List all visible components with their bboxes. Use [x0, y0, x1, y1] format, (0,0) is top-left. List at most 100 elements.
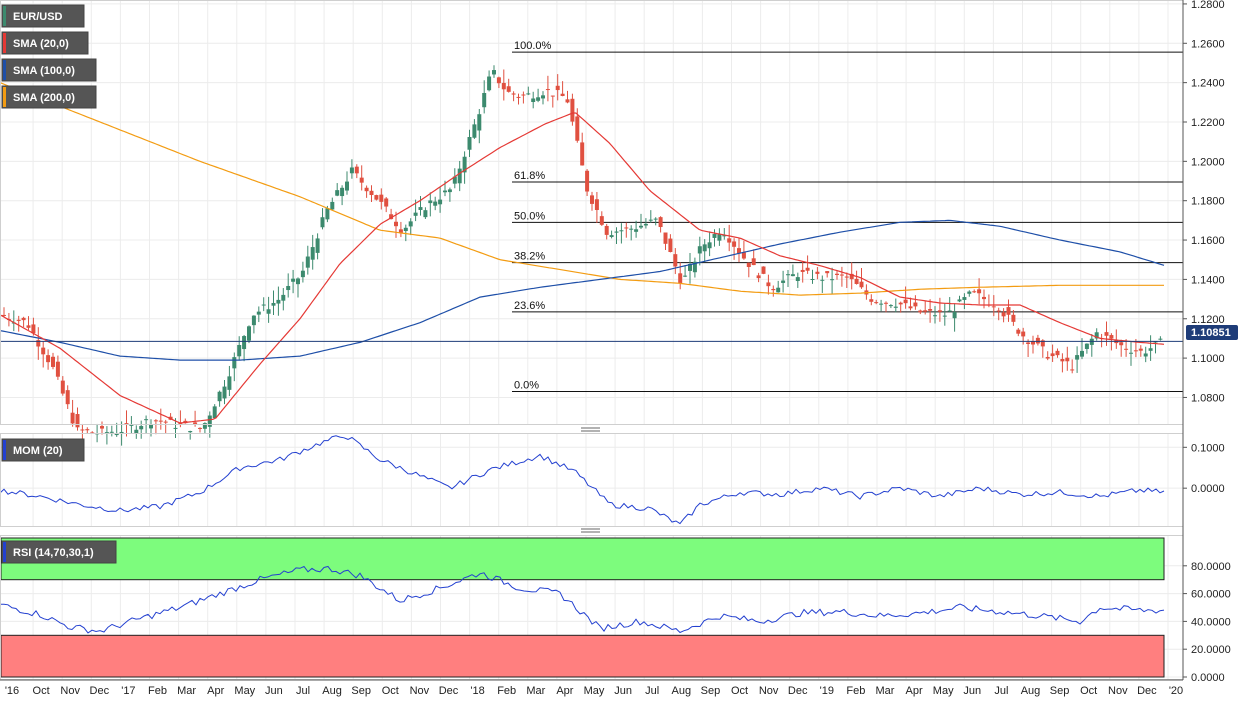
candle-body — [977, 289, 982, 294]
candle-body — [722, 235, 727, 237]
candle-body — [1026, 342, 1031, 344]
candle-body — [330, 201, 335, 210]
price-tick-label: 1.0800 — [1191, 392, 1225, 404]
candle-body — [193, 422, 198, 425]
candle-body — [683, 275, 688, 277]
candle-body — [1104, 332, 1109, 336]
time-tick-label: Sep — [351, 685, 371, 697]
legend-sma200-box — [1, 85, 97, 109]
candle-body — [1065, 357, 1070, 362]
candle-body — [477, 114, 482, 131]
legend-sma-20[interactable]: SMA (20,0) — [1, 31, 89, 55]
candle-body — [129, 424, 134, 426]
candle-body — [790, 274, 795, 277]
rsi-tick-label: 80.0000 — [1191, 561, 1231, 573]
candle-body — [438, 199, 443, 205]
fibonacci-label: 61.8% — [514, 170, 545, 182]
candle-body — [619, 230, 624, 232]
candle-body — [516, 96, 521, 98]
fibonacci-label: 100.0% — [514, 40, 552, 52]
candle-body — [751, 258, 756, 266]
legend-sma100-swatch — [3, 60, 6, 80]
panel-resize-handle-1[interactable] — [581, 427, 600, 432]
candle-body — [972, 291, 977, 293]
candle-body — [1055, 350, 1060, 356]
candle-body — [55, 361, 60, 377]
candle-body — [198, 427, 202, 429]
candle-body — [207, 415, 212, 427]
price-tag-value: 1.10851 — [1191, 327, 1231, 339]
candle-body — [134, 429, 139, 434]
candle-body — [810, 279, 815, 281]
candle-body — [261, 304, 266, 306]
rsi-bands — [0, 537, 1165, 678]
legend-symbol-swatch — [3, 6, 6, 26]
candle-body — [658, 217, 663, 228]
legend-rsi-label: RSI (14,70,30,1) — [13, 547, 94, 559]
candle-body — [923, 310, 928, 312]
time-tick-label: Jul — [645, 685, 659, 697]
price-tick-label: 1.2800 — [1191, 0, 1225, 11]
price-tick-label: 1.2400 — [1191, 78, 1225, 90]
time-tick-label: Jul — [296, 685, 310, 697]
candle-body — [394, 221, 398, 227]
time-tick-label: Oct — [1080, 685, 1097, 697]
momentum-tick-label: 0.0000 — [1191, 483, 1225, 495]
price-tag-box — [1186, 325, 1238, 340]
time-tick-label: Dec — [1137, 685, 1157, 697]
candle-body — [874, 302, 879, 304]
candle-body — [472, 124, 477, 138]
legend-momentum[interactable]: MOM (20) — [1, 438, 85, 462]
candle-body — [913, 302, 918, 307]
legend-symbol[interactable]: EUR/USD — [1, 4, 85, 28]
candle-body — [888, 305, 893, 307]
candle-body — [952, 312, 957, 319]
candle-body — [1084, 343, 1089, 349]
candle-body — [825, 271, 830, 274]
candle-body — [884, 302, 888, 304]
candle-body — [222, 386, 227, 399]
legend-sma-200[interactable]: SMA (200,0) — [1, 85, 97, 109]
sma-100-line — [0, 219, 1165, 361]
price-tick-label: 1.2600 — [1191, 38, 1225, 50]
legend-rsi[interactable]: RSI (14,70,30,1) — [1, 540, 117, 564]
time-tick-label: May — [933, 685, 954, 697]
candle-body — [1031, 341, 1035, 345]
candle-body — [761, 266, 766, 274]
panel-resize-handle-2[interactable] — [581, 528, 600, 533]
candle-body — [433, 201, 438, 206]
candle-body — [60, 380, 65, 394]
time-tick-label: Mar — [876, 685, 895, 697]
candle-body — [202, 423, 207, 429]
time-tick-label: Dec — [90, 685, 110, 697]
fibonacci-levels: 100.0% 61.8% 50.0% 38.2% 23.6% 0.0% — [512, 40, 1183, 393]
time-tick-label: Dec — [439, 685, 459, 697]
candle-body — [741, 252, 746, 259]
candle-body — [560, 93, 565, 96]
candle-body — [31, 324, 36, 334]
time-tick-label: Nov — [410, 685, 430, 697]
candle-body — [467, 137, 472, 150]
fibonacci-label: 38.2% — [514, 251, 545, 263]
legend-mom-swatch — [3, 440, 6, 460]
candle-body — [36, 340, 41, 347]
candle-body — [609, 235, 614, 238]
legend-sma-100[interactable]: SMA (100,0) — [1, 58, 97, 82]
candle-body — [590, 195, 594, 204]
candle-body — [1158, 338, 1163, 340]
time-tick-label: Nov — [1108, 685, 1128, 697]
candle-body — [403, 227, 408, 232]
candle-body — [648, 219, 653, 221]
candle-body — [139, 426, 144, 430]
candle-body — [580, 142, 585, 166]
candle-body — [158, 420, 163, 422]
candle-body — [756, 275, 761, 279]
sma-200-line — [0, 82, 1164, 296]
candle-body — [536, 97, 541, 101]
candle-body — [1011, 314, 1016, 322]
candle-body — [766, 282, 771, 287]
legend-sma100-label: SMA (100,0) — [13, 65, 75, 77]
time-tick-label: Nov — [759, 685, 779, 697]
